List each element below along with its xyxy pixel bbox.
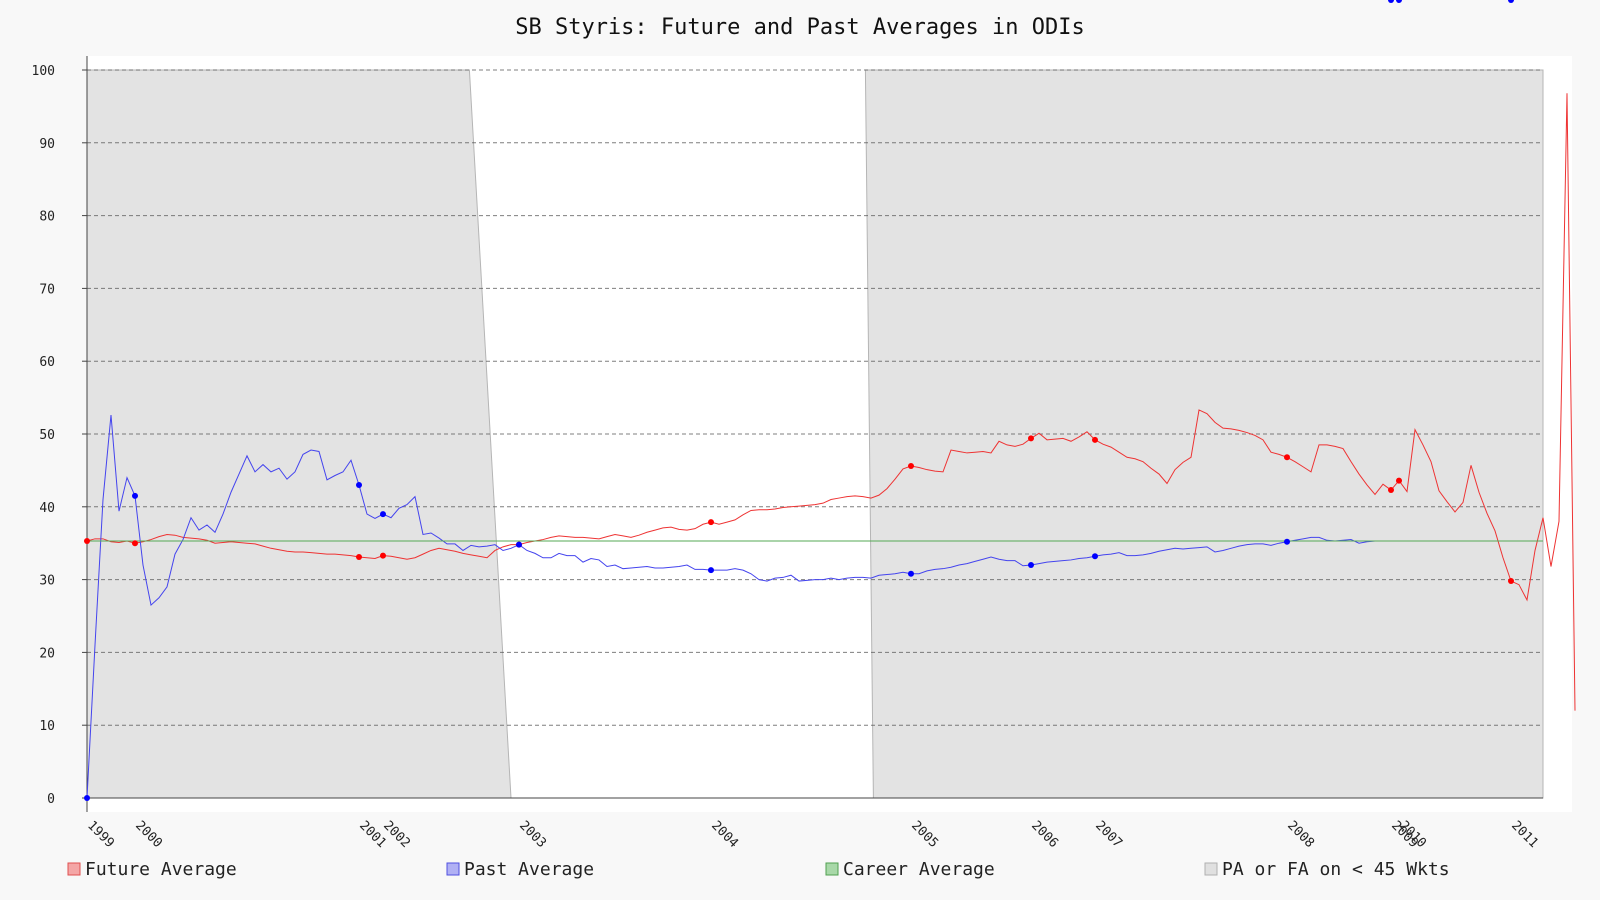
y-tick-label-60: 60 <box>39 355 55 370</box>
past-average-point <box>1028 562 1034 569</box>
y-tick-label-10: 10 <box>39 719 55 734</box>
future-average-point <box>356 554 362 561</box>
future-average-point <box>1508 578 1514 585</box>
series-markers <box>84 0 1514 801</box>
x-tick-label-2007: 2007 <box>1092 818 1125 851</box>
future-average-point <box>1396 477 1402 484</box>
x-tick-label-2006: 2006 <box>1028 818 1061 851</box>
past-average-point <box>708 567 714 574</box>
y-tick-label-0: 0 <box>47 792 55 807</box>
past-average-point <box>356 481 362 488</box>
x-tick-label-2002: 2002 <box>380 818 413 851</box>
x-tick-label-1999: 1999 <box>84 818 117 851</box>
legend-label-career-average: Career Average <box>843 859 995 880</box>
future-average-point <box>1092 436 1098 443</box>
x-tick-label-2008: 2008 <box>1284 818 1317 851</box>
x-tick-label-2004: 2004 <box>708 818 741 851</box>
future-average-point <box>1284 454 1290 461</box>
y-tick-label-20: 20 <box>39 646 55 661</box>
x-tick-label-2001: 2001 <box>356 818 389 851</box>
future-average-line <box>86 93 1576 711</box>
future-average-point <box>380 552 386 559</box>
legend-label-pa-or-fa-on-45-wkts: PA or FA on < 45 Wkts <box>1222 859 1450 880</box>
y-tick-label-100: 100 <box>32 64 55 79</box>
y-tick-label-40: 40 <box>39 501 55 516</box>
x-tick-label-2000: 2000 <box>132 818 165 851</box>
chart-title: SB Styris: Future and Past Averages in O… <box>515 15 1085 40</box>
future-average-point <box>1388 487 1394 494</box>
series-lines <box>86 93 1576 799</box>
past-average-point <box>516 541 522 548</box>
y-tick-label-80: 80 <box>39 210 55 225</box>
past-average-point <box>1508 0 1514 3</box>
past-average-point <box>84 795 90 801</box>
future-average-point <box>1028 435 1034 442</box>
past-average-point <box>1388 0 1394 3</box>
y-tick-label-70: 70 <box>39 282 55 297</box>
past-average-point <box>380 511 386 518</box>
legend-swatch-career-average <box>825 862 839 876</box>
legend-label-future-average: Future Average <box>85 859 237 880</box>
future-average-point <box>132 540 138 547</box>
legend-swatch-past-average <box>446 862 460 876</box>
past-average-point <box>908 570 914 577</box>
past-average-point <box>1092 553 1098 560</box>
x-tick-label-2011: 2011 <box>1508 818 1541 851</box>
y-tick-labels: 0 10 20 30 40 50 60 70 80 90 100 <box>32 64 87 807</box>
future-average-point <box>84 538 90 545</box>
y-tick-label-50: 50 <box>39 428 55 443</box>
future-average-point <box>908 463 914 470</box>
y-tick-label-90: 90 <box>39 137 55 152</box>
x-tick-label-2005: 2005 <box>908 818 941 851</box>
past-average-line <box>86 415 1376 799</box>
past-average-point <box>1284 538 1290 545</box>
legend-label-past-average: Past Average <box>464 859 594 880</box>
past-average-point <box>1396 0 1402 3</box>
past-average-point <box>132 492 138 499</box>
legend-swatch-future-average <box>67 862 81 876</box>
future-average-point <box>708 519 714 526</box>
y-tick-label-30: 30 <box>39 574 55 589</box>
legend-swatch-pa-or-fa-on-45-wkts <box>1204 862 1218 876</box>
legend: Future Average Past Average Career Average… <box>67 859 1450 880</box>
x-tick-label-2003: 2003 <box>516 818 549 851</box>
